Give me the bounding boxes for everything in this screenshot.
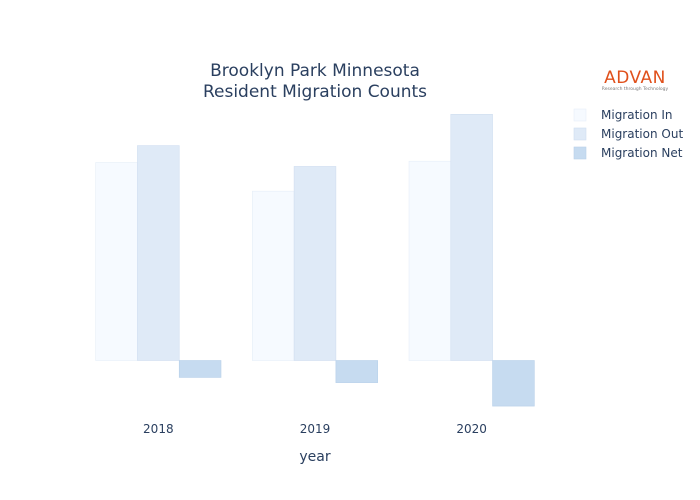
bar-migration-in-2019[interactable] <box>252 190 295 361</box>
legend-label: Migration Net <box>601 146 683 160</box>
logo-wordmark: ADVAN <box>604 68 666 88</box>
bar-migration-out-2019[interactable] <box>293 166 337 361</box>
chart-subtitle: Resident Migration Counts <box>203 82 427 102</box>
legend-item-migration-net[interactable]: Migration Net <box>573 146 683 160</box>
advan-logo: ADVAN Research through Technology <box>602 68 669 92</box>
bar-migration-out-2020[interactable] <box>450 114 493 361</box>
legend-label: Migration In <box>601 108 673 122</box>
x-axis-title: year <box>299 449 330 465</box>
bar-migration-out-2018[interactable] <box>137 145 180 361</box>
legend-label: Migration Out <box>601 127 683 141</box>
x-tick-label: 2020 <box>456 422 487 436</box>
legend-item-migration-in[interactable]: Migration In <box>573 108 673 122</box>
legend-swatch <box>573 146 587 160</box>
x-tick-label: 2018 <box>143 422 174 436</box>
bar-migration-in-2018[interactable] <box>95 162 138 361</box>
bar-migration-net-2019[interactable] <box>335 360 378 383</box>
logo-tagline: Research through Technology <box>602 86 669 92</box>
chart-title: Brooklyn Park Minnesota <box>210 61 420 81</box>
bars-group <box>95 114 535 407</box>
bar-migration-net-2020[interactable] <box>492 360 535 407</box>
legend: Migration In Migration Out Migration Net <box>573 108 683 160</box>
legend-swatch <box>573 108 587 122</box>
bar-migration-in-2020[interactable] <box>408 160 452 361</box>
bar-migration-net-2018[interactable] <box>178 360 222 378</box>
legend-swatch <box>573 127 587 141</box>
x-tick-label: 2019 <box>300 422 331 436</box>
legend-item-migration-out[interactable]: Migration Out <box>573 127 683 141</box>
x-ticks: 2018 2019 2020 <box>143 422 487 436</box>
